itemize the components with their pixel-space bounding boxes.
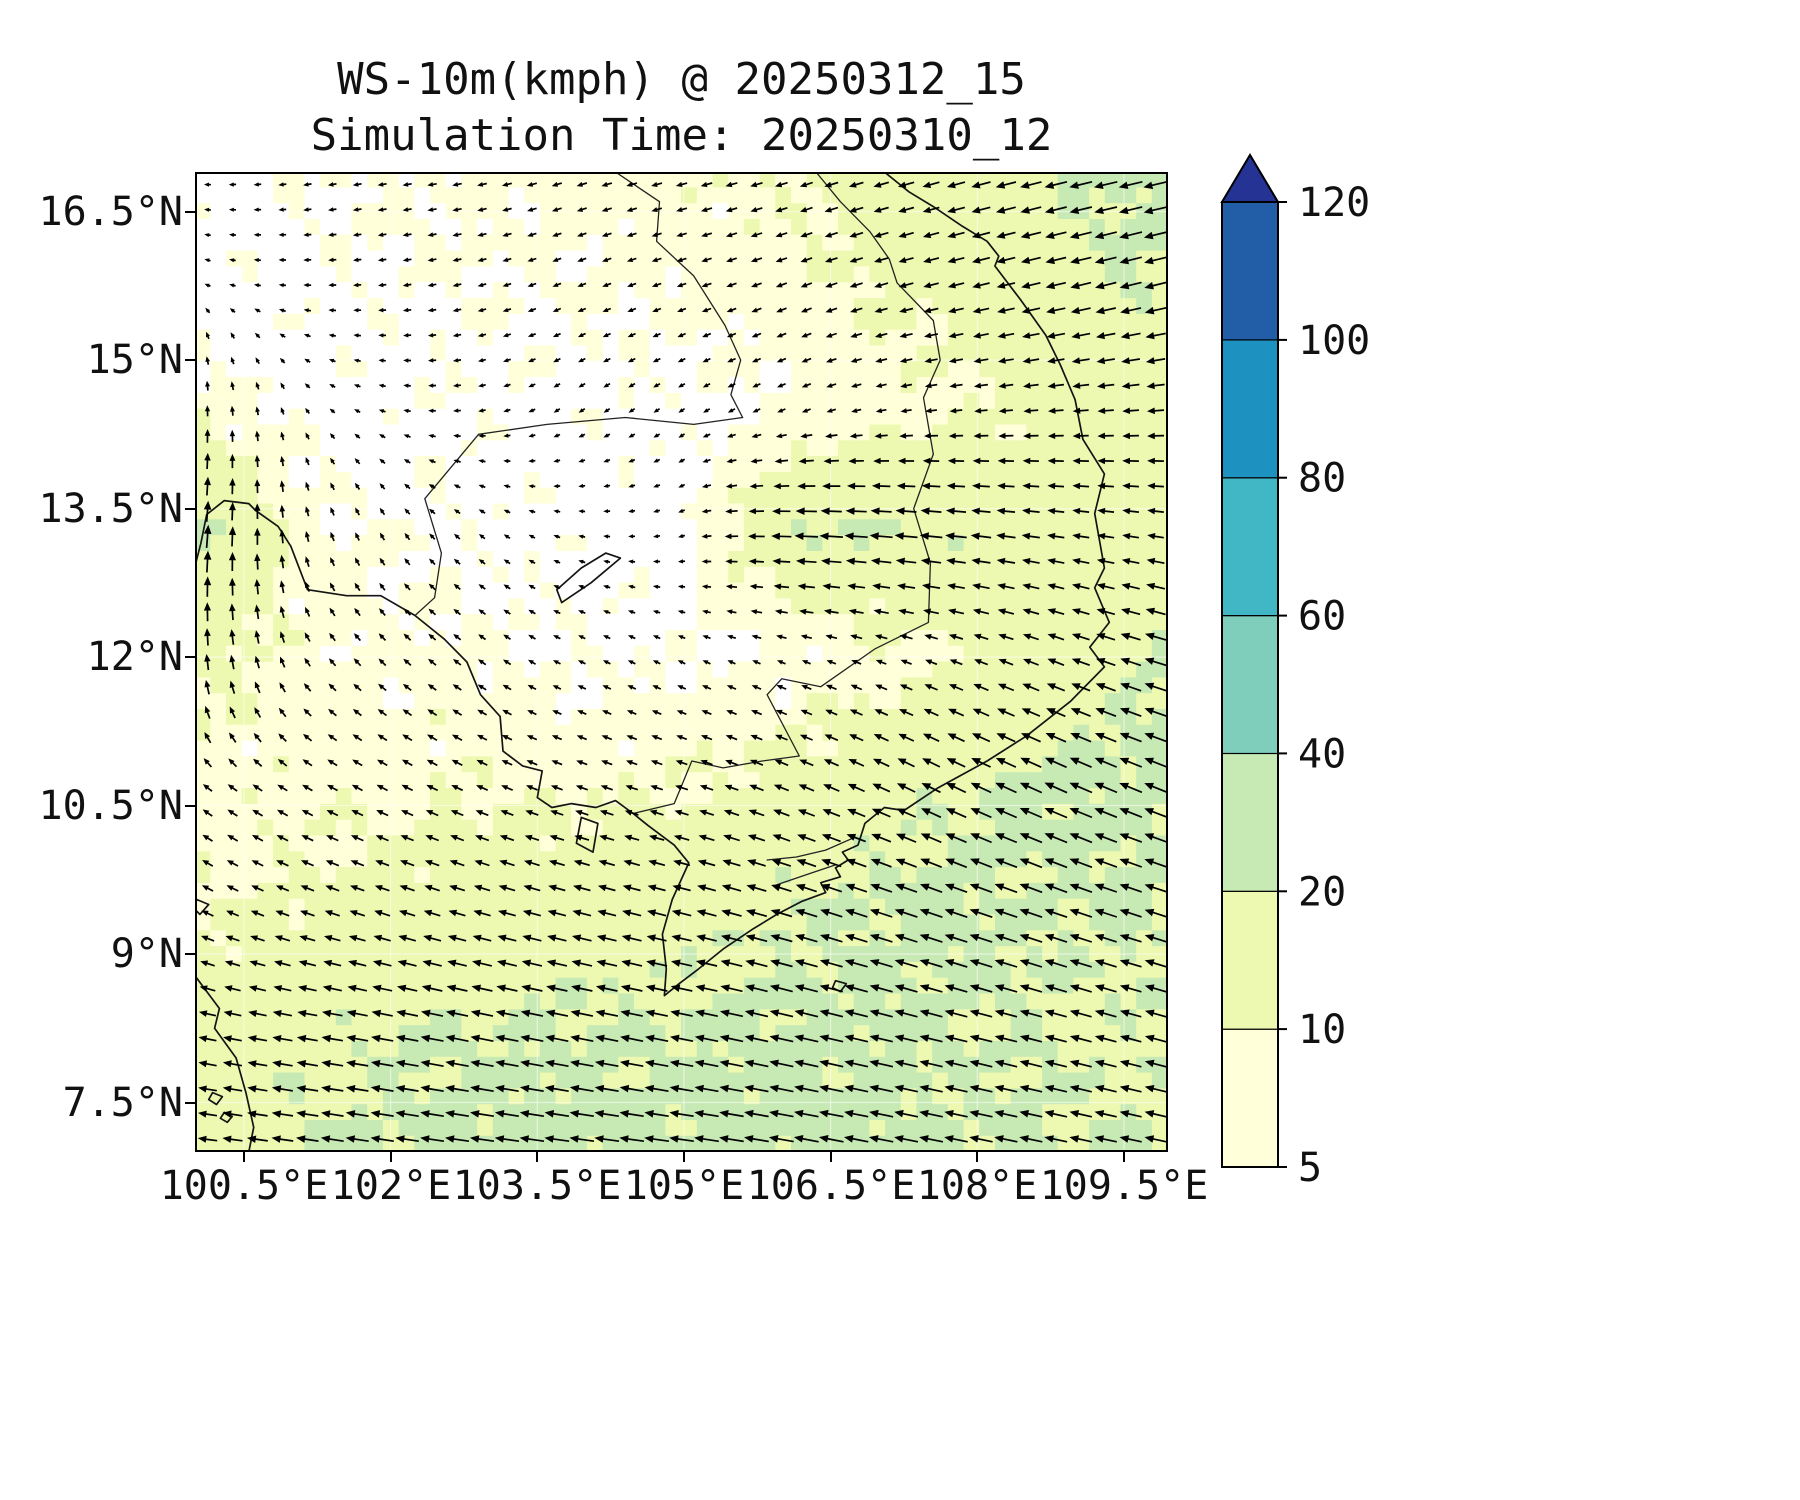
colorbar-tick-label: 60: [1298, 594, 1346, 640]
colorbar-segment: [1221, 1028, 1279, 1168]
lon-tick-label: 102°E: [330, 1163, 452, 1209]
colorbar-segment: [1221, 752, 1279, 892]
lon-tick-mark: [536, 1152, 538, 1162]
colorbar-tick-label: 40: [1298, 731, 1346, 777]
lon-tick-mark: [1123, 1152, 1125, 1162]
lat-tick-mark: [185, 1102, 195, 1104]
lon-tick-label: 100.5°E: [159, 1163, 329, 1209]
colorbar-tick-label: 100: [1298, 318, 1370, 364]
lat-tick-mark: [185, 805, 195, 807]
lat-tick-mark: [185, 656, 195, 658]
lon-tick-mark: [976, 1152, 978, 1162]
colorbar-tick-label: 10: [1298, 1007, 1346, 1053]
chart-title: WS-10m(kmph) @ 20250312_15 Simulation Ti…: [195, 52, 1168, 164]
lat-tick-mark: [185, 359, 195, 361]
lat-tick-mark: [185, 211, 195, 213]
colorbar-over-arrow: [1220, 153, 1280, 203]
lon-tick-mark: [683, 1152, 685, 1162]
lat-tick-mark: [185, 508, 195, 510]
colorbar-tick-label: 20: [1298, 869, 1346, 915]
lat-tick-label: 7.5°N: [62, 1080, 183, 1126]
colorbar-segment: [1221, 615, 1279, 755]
colorbar-tick-label: 80: [1298, 456, 1346, 502]
wind-arrows-shafts: [204, 180, 1168, 1143]
lat-tick-mark: [185, 953, 195, 955]
colorbar-segment: [1221, 339, 1279, 479]
lon-tick-label: 106.5°E: [746, 1163, 916, 1209]
colorbar-tick-label: 120: [1298, 180, 1370, 226]
lon-tick-label: 105°E: [623, 1163, 745, 1209]
wind-map: [195, 172, 1168, 1152]
chart-title-line2: Simulation Time: 20250310_12: [310, 110, 1053, 161]
colorbar-segment: [1221, 201, 1279, 341]
lat-tick-label: 16.5°N: [38, 189, 184, 235]
lon-tick-label: 109.5°E: [1039, 1163, 1209, 1209]
lon-tick-label: 108°E: [916, 1163, 1038, 1209]
lon-tick-mark: [390, 1152, 392, 1162]
lat-tick-label: 13.5°N: [38, 486, 184, 532]
lat-tick-label: 10.5°N: [38, 783, 184, 829]
colorbar: 5 10 20 40 60 80 100 120: [1220, 153, 1370, 1191]
chart-title-line1: WS-10m(kmph) @ 20250312_15: [337, 54, 1026, 105]
lon-tick-mark: [830, 1152, 832, 1162]
colorbar-segment: [1221, 890, 1279, 1030]
lon-tick-label: 103.5°E: [452, 1163, 622, 1209]
lon-tick-mark: [243, 1152, 245, 1162]
colorbar-tick-label: 5: [1298, 1145, 1322, 1191]
lat-tick-label: 12°N: [86, 634, 183, 680]
lat-tick-label: 9°N: [110, 931, 183, 977]
lat-tick-label: 15°N: [86, 337, 183, 383]
colorbar-segment: [1221, 477, 1279, 617]
